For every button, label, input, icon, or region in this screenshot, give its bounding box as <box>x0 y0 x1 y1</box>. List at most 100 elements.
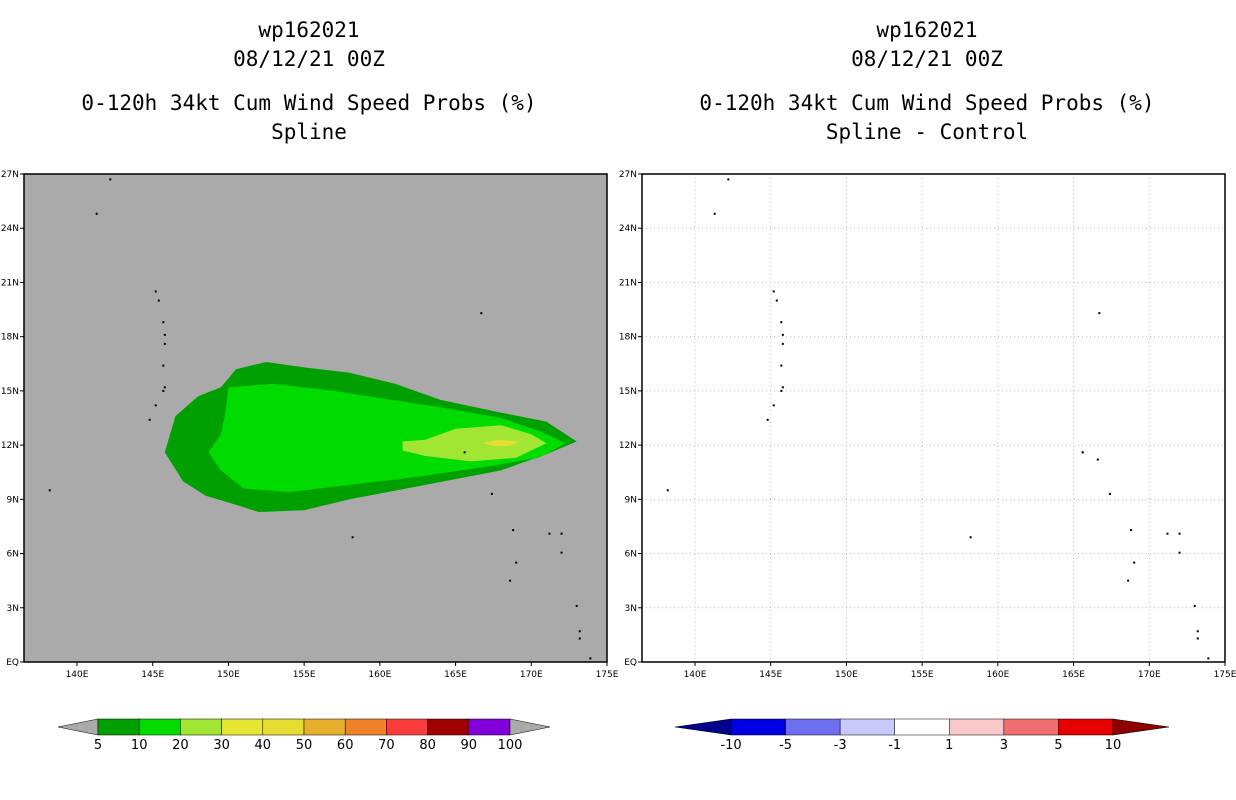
island-mark <box>1207 657 1210 660</box>
island-mark <box>1130 529 1133 532</box>
left-subtitle-method: Spline <box>271 120 347 144</box>
island-mark <box>772 404 775 407</box>
island-mark <box>480 312 483 315</box>
island-mark <box>578 637 581 640</box>
contour-fill-10 <box>208 383 567 493</box>
island-mark <box>713 212 716 215</box>
y-tick-label: 24N <box>1 224 19 234</box>
colorbar-swatch <box>221 718 264 736</box>
colorbar-swatch <box>138 718 181 736</box>
y-tick-label: EQ <box>624 658 637 668</box>
colorbar-label: 30 <box>213 738 230 753</box>
colorbar-label: 1 <box>945 738 953 753</box>
island-mark <box>781 386 784 389</box>
colorbar-swatch <box>894 718 950 736</box>
x-tick-label: 155E <box>911 670 934 680</box>
island-mark <box>1127 579 1130 582</box>
colorbar-label: 60 <box>337 738 354 753</box>
x-tick-label: 145E <box>141 670 164 680</box>
colorbar-label: 40 <box>255 738 272 753</box>
x-tick-label: 170E <box>520 670 543 680</box>
left-title-date: 08/12/21 00Z <box>233 47 385 71</box>
left-subtitle-product: 0-120h 34kt Cum Wind Speed Probs (%) <box>81 91 537 115</box>
y-tick-label: 9N <box>625 495 637 505</box>
x-tick-label: 160E <box>368 670 391 680</box>
island-mark <box>969 536 972 539</box>
island-mark <box>578 630 581 633</box>
colorbar-label: -3 <box>834 738 847 753</box>
colorbar-label: 70 <box>378 738 395 753</box>
island-mark <box>780 389 783 392</box>
x-tick-label: 155E <box>293 670 316 680</box>
colorbar-label: 10 <box>131 738 148 753</box>
x-tick-label: 140E <box>684 670 707 680</box>
island-mark <box>560 551 563 554</box>
right-subtitle-block: 0-120h 34kt Cum Wind Speed Probs (%) Spl… <box>627 89 1227 147</box>
plot-frame <box>641 173 1226 663</box>
colorbar-label: 90 <box>461 738 478 753</box>
colorbar-label: -1 <box>888 738 901 753</box>
x-tick-label: 165E <box>1062 670 1085 680</box>
colorbar-over-arrow <box>1112 718 1170 736</box>
y-tick-label: 21N <box>1 278 19 288</box>
island-mark <box>781 342 784 345</box>
contour-fill-20 <box>402 425 547 462</box>
colorbar-swatch <box>386 718 428 736</box>
right-title-date: 08/12/21 00Z <box>851 47 1003 71</box>
island-mark <box>148 418 151 421</box>
colorbar-label: 5 <box>1054 738 1062 753</box>
island-mark <box>154 290 157 293</box>
y-tick-label: 3N <box>625 604 637 614</box>
island-mark <box>162 364 165 367</box>
y-tick-label: 12N <box>619 441 637 451</box>
island-mark <box>772 290 775 293</box>
x-tick-label: 175E <box>596 670 619 680</box>
right-subtitle-product: 0-120h 34kt Cum Wind Speed Probs (%) <box>699 91 1155 115</box>
island-mark <box>589 657 592 660</box>
y-tick-label: 18N <box>619 333 637 343</box>
colorbar-swatch <box>785 718 841 736</box>
island-mark <box>162 389 165 392</box>
island-mark <box>463 451 466 454</box>
island-mark <box>490 492 493 495</box>
colorbar-swatch <box>468 718 511 736</box>
colorbar-swatch <box>180 718 222 736</box>
x-tick-label: 145E <box>759 670 782 680</box>
colorbar-label: 80 <box>419 738 436 753</box>
island-mark <box>560 532 563 535</box>
x-tick-label: 175E <box>1214 670 1236 680</box>
island-mark <box>727 178 730 181</box>
island-mark <box>95 212 98 215</box>
plot-background <box>642 174 1225 662</box>
x-tick-label: 165E <box>444 670 467 680</box>
island-mark <box>509 579 512 582</box>
x-tick-label: 160E <box>986 670 1009 680</box>
y-tick-label: 6N <box>625 550 637 560</box>
island-mark <box>766 418 769 421</box>
panel-1: 140E 145E 150E 155E 160E 165E 170E 175E EQ 3N 6N 9N… <box>1 170 619 680</box>
colorbar-label: 5 <box>94 738 102 753</box>
island-mark <box>775 299 778 302</box>
colorbar-swatch <box>344 718 387 736</box>
x-tick-label: 140E <box>66 670 89 680</box>
colorbar-swatch <box>730 718 786 736</box>
island-mark <box>163 333 166 336</box>
island-mark <box>666 489 669 492</box>
x-tick-label: 150E <box>217 670 240 680</box>
y-tick-label: 12N <box>1 441 19 451</box>
colorbar-swatch <box>427 718 470 736</box>
island-mark <box>575 604 578 607</box>
y-tick-label: 3N <box>7 604 19 614</box>
island-mark <box>515 561 518 564</box>
left-title-block: wp162021 08/12/21 00Z <box>9 16 609 74</box>
colorbar-swatch <box>1003 718 1059 736</box>
island-mark <box>548 532 551 535</box>
y-tick-label: 27N <box>619 170 637 180</box>
colorbar-swatch <box>949 718 1005 736</box>
y-tick-label: 15N <box>619 387 637 397</box>
colorbar-under-arrow <box>57 718 99 736</box>
island-mark <box>1081 451 1084 454</box>
right-title-block: wp162021 08/12/21 00Z <box>627 16 1227 74</box>
y-tick-label: EQ <box>6 658 19 668</box>
